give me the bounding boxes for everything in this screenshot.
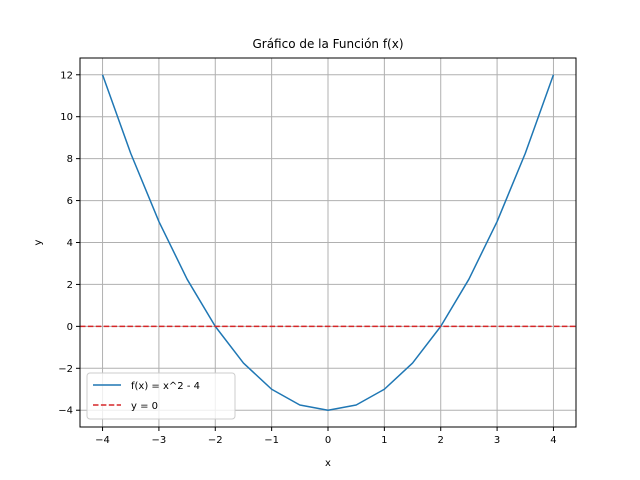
x-tick-label: 3 bbox=[494, 435, 500, 446]
y-tick-label: 6 bbox=[67, 196, 73, 207]
y-tick-label: 2 bbox=[67, 280, 73, 291]
y-tick-label: −2 bbox=[58, 364, 73, 375]
legend-entry: y = 0 bbox=[131, 401, 158, 412]
y-tick-label: 4 bbox=[67, 238, 73, 249]
x-tick-label: −3 bbox=[152, 435, 167, 446]
y-tick-label: 0 bbox=[67, 322, 73, 333]
x-tick-label: 4 bbox=[550, 435, 556, 446]
series-layer bbox=[80, 74, 576, 411]
y-tick-label: 12 bbox=[60, 70, 73, 81]
x-axis-label: x bbox=[325, 458, 331, 469]
x-tick-label: −2 bbox=[208, 435, 223, 446]
x-tick-label: 2 bbox=[438, 435, 444, 446]
grid bbox=[80, 58, 576, 427]
x-tick-label: −4 bbox=[95, 435, 110, 446]
legend-box bbox=[86, 372, 236, 420]
y-tick-label: 8 bbox=[67, 154, 73, 165]
x-tick-label: 0 bbox=[325, 435, 331, 446]
y-tick-label: 10 bbox=[60, 112, 73, 123]
series-line-fx bbox=[101, 74, 555, 411]
legend-entry: f(x) = x^2 - 4 bbox=[131, 381, 200, 392]
y-axis-label: y bbox=[33, 239, 44, 245]
x-tick-label: −1 bbox=[264, 435, 279, 446]
x-tick-label: 1 bbox=[381, 435, 387, 446]
legend: f(x) = x^2 - 4 y = 0 bbox=[86, 372, 236, 420]
chart-title: Gráfico de la Función f(x) bbox=[252, 37, 403, 51]
y-tick-label: −4 bbox=[58, 406, 73, 417]
